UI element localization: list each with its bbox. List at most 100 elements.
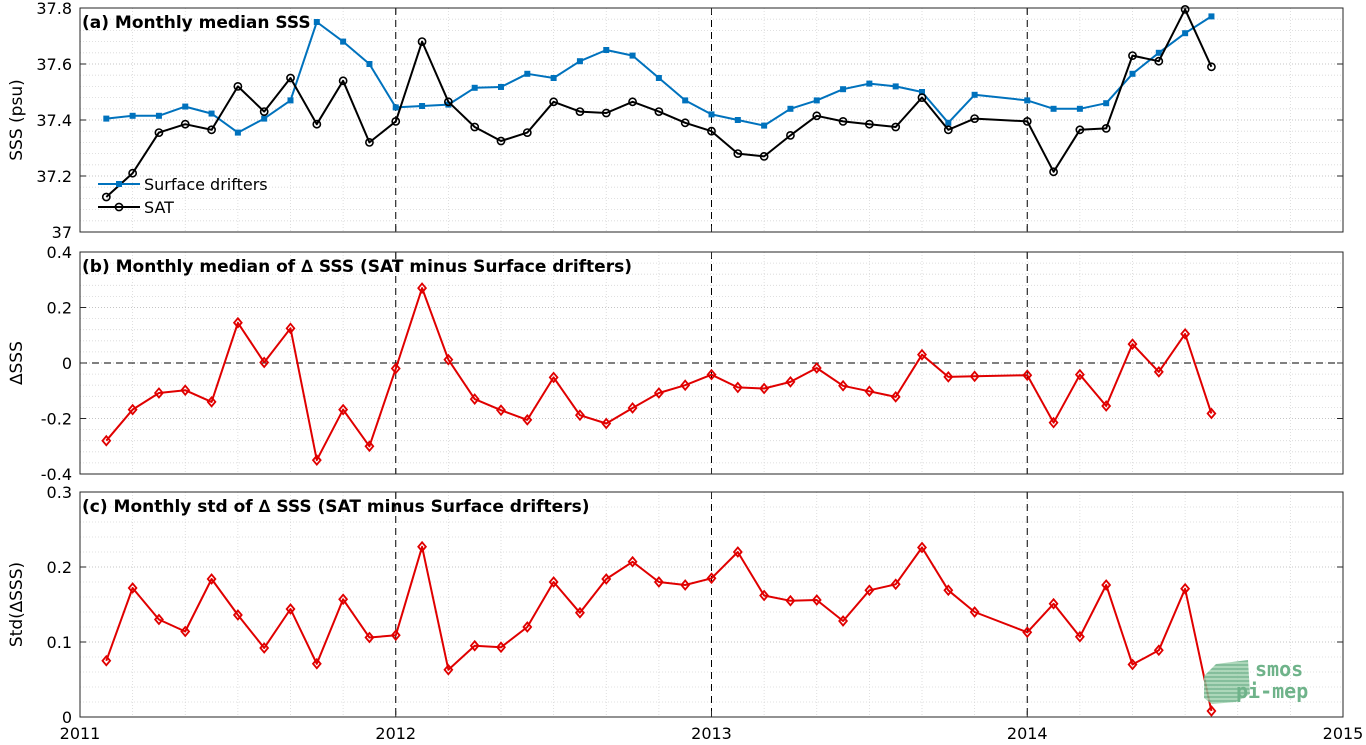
data-point — [943, 584, 954, 597]
data-point — [232, 316, 243, 329]
y-tick-label: 37.4 — [36, 111, 72, 130]
data-point — [417, 282, 428, 294]
logo-line-2: pi-mep — [1236, 679, 1308, 703]
data-point — [629, 52, 636, 59]
data-point — [522, 621, 533, 633]
data-point — [524, 70, 531, 77]
data-point — [1155, 49, 1162, 56]
data-point — [759, 382, 770, 395]
y-tick-label: 0.4 — [47, 243, 72, 262]
data-point — [340, 38, 347, 45]
data-point — [813, 97, 820, 104]
y-tick-label: -0.2 — [41, 410, 72, 429]
data-point — [259, 642, 270, 654]
legend-entry-label: SAT — [144, 198, 174, 217]
data-point — [575, 107, 585, 116]
data-point — [1153, 644, 1164, 657]
data-point — [259, 107, 269, 116]
series-line — [106, 15, 1212, 134]
data-point — [522, 413, 533, 426]
data-point — [653, 387, 664, 399]
data-point — [445, 101, 452, 108]
panel-b: -0.4 -0.2 0 0.2 0.4 ∆SSS (b) Monthly median of… — [7, 243, 1344, 484]
panel-title: (a) Monthly median SSS — [82, 13, 311, 33]
data-point — [653, 576, 664, 588]
panel-title: (c) Monthly std of ∆ SSS (SAT minus Surf… — [82, 497, 589, 517]
data-point — [601, 573, 612, 585]
data-point — [153, 387, 164, 399]
data-point — [811, 594, 822, 606]
data-point — [708, 111, 715, 118]
data-point — [234, 129, 241, 136]
series-surface-drifters — [103, 13, 1215, 136]
panel-title: (b) Monthly median of ∆ SSS (SAT minus S… — [82, 257, 632, 277]
data-point — [469, 639, 480, 652]
data-point — [1050, 105, 1057, 112]
data-point — [864, 584, 875, 597]
legend: Surface drifters SAT — [98, 175, 268, 217]
data-point — [890, 578, 901, 591]
data-point — [207, 125, 216, 135]
data-point — [180, 625, 191, 638]
data-point — [919, 89, 925, 95]
data-point — [706, 368, 717, 381]
data-point — [1101, 123, 1111, 133]
x-tick-label: 2014 — [1007, 724, 1048, 743]
data-point — [496, 404, 506, 417]
x-tick-label: 2011 — [60, 724, 101, 743]
series-line — [105, 8, 1213, 198]
data-point — [1180, 4, 1190, 14]
data-point — [443, 353, 454, 366]
data-point — [1154, 56, 1164, 66]
data-point — [787, 105, 794, 112]
data-point — [366, 61, 373, 67]
data-point — [1103, 100, 1110, 107]
data-point — [812, 111, 822, 121]
data-point — [443, 97, 453, 107]
data-point — [392, 104, 399, 111]
data-point — [338, 403, 349, 416]
data-point — [759, 589, 770, 602]
data-point — [1022, 626, 1033, 639]
data-point — [1075, 125, 1085, 135]
data-point — [838, 117, 848, 126]
series-delta-1 — [101, 282, 1217, 467]
panel-a: 37 37.2 37.4 37.6 37.8 SSS (psu) (a) Monthly m… — [7, 0, 1344, 242]
data-point — [285, 603, 296, 615]
data-point — [101, 654, 112, 667]
data-point — [574, 409, 585, 422]
data-point — [891, 122, 901, 132]
series-line — [105, 545, 1213, 712]
data-point — [680, 379, 691, 392]
data-point — [391, 117, 401, 126]
data-point — [364, 631, 375, 644]
data-point — [287, 97, 294, 104]
data-point — [838, 379, 849, 392]
data-point — [313, 19, 320, 25]
data-point — [208, 110, 215, 117]
data-point — [707, 126, 716, 136]
data-point — [550, 75, 557, 81]
data-point — [365, 137, 374, 147]
data-point — [1024, 97, 1031, 104]
data-point — [969, 606, 980, 618]
data-point — [232, 609, 243, 621]
data-point — [417, 540, 428, 553]
data-point — [785, 594, 796, 607]
data-point — [469, 393, 480, 405]
legend-swatch-marker — [114, 202, 124, 212]
y-tick-label: -0.4 — [41, 465, 72, 484]
x-tick-label: 2013 — [691, 724, 732, 743]
data-point — [1074, 630, 1085, 643]
data-point — [1074, 368, 1085, 381]
data-point — [1180, 327, 1191, 340]
series-sat — [101, 4, 1216, 202]
data-point — [576, 58, 583, 65]
data-point — [1208, 13, 1215, 20]
data-point — [943, 370, 954, 383]
data-point — [1022, 117, 1032, 126]
data-point — [182, 103, 189, 110]
data-point — [180, 384, 191, 397]
y-tick-label: 37.6 — [36, 55, 72, 74]
data-point — [785, 375, 796, 388]
